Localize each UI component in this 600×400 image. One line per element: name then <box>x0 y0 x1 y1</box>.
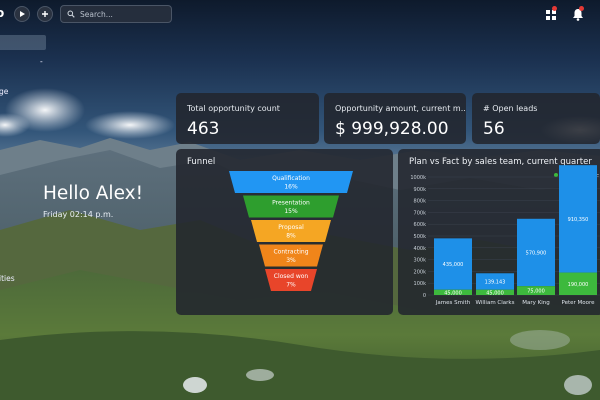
y-tick-label: 300k <box>414 258 427 264</box>
plus-icon <box>42 11 48 17</box>
funnel-stage-name: Closed won <box>274 273 309 280</box>
notifications-button[interactable] <box>570 6 586 22</box>
grid-icon <box>546 10 556 20</box>
search-icon <box>67 10 75 18</box>
y-tick-label: 0 <box>423 293 426 299</box>
sidebar-selected-item[interactable] <box>0 35 46 50</box>
app-logo[interactable]: o <box>0 6 5 20</box>
kpi-title: Opportunity amount, current m.. <box>335 104 466 113</box>
play-button[interactable] <box>14 6 30 22</box>
bar-group[interactable]: 139,143 45,000 <box>476 273 514 296</box>
bar-group[interactable]: 570,900 75,000 <box>517 218 555 295</box>
kpi-title: Total opportunity count <box>187 104 280 113</box>
bar-plan-label: 45,000 <box>486 290 504 296</box>
y-tick-label: 100k <box>414 281 427 287</box>
bar-fact-label: 910,350 <box>568 217 589 223</box>
kpi-value: 463 <box>187 119 220 139</box>
funnel-stage-percent: 16% <box>284 184 298 191</box>
funnel-stage[interactable]: Qualification 16% <box>229 171 353 193</box>
sidebar-item-partial-2[interactable]: ities <box>0 274 15 283</box>
funnel-stage-shape <box>243 195 339 218</box>
funnel-stage-percent: 15% <box>284 208 298 215</box>
y-tick-label: 1000k <box>410 175 426 181</box>
apps-badge <box>552 6 557 11</box>
add-button[interactable] <box>37 6 53 22</box>
funnel-stage-shape <box>251 220 331 242</box>
x-tick-label: James Smith <box>435 300 471 306</box>
kpi-card-opportunity-count[interactable]: Total opportunity count 463 <box>176 93 319 144</box>
y-tick-label: 900k <box>414 187 427 193</box>
funnel-stage-shape <box>259 244 323 267</box>
sidebar-item-partial-1[interactable]: ge <box>0 87 9 96</box>
y-tick-label: 400k <box>414 246 427 252</box>
bar-plan <box>434 289 472 295</box>
bar-group[interactable]: 435,000 45,000 <box>434 238 472 296</box>
funnel-stage-name: Presentation <box>272 200 310 207</box>
plan-vs-fact-chart: PlanFac0100k200k300k400k500k600k700k800k… <box>410 165 600 306</box>
funnel-stage-name: Contracting <box>273 249 308 256</box>
y-tick-label: 500k <box>414 234 427 240</box>
kpi-card-open-leads[interactable]: # Open leads 56 <box>472 93 600 144</box>
search-input[interactable]: Search... <box>80 9 113 19</box>
bar-fact <box>559 165 597 273</box>
funnel-stage-name: Proposal <box>278 224 304 231</box>
y-tick-label: 200k <box>414 269 427 275</box>
bar-fact <box>434 238 472 290</box>
notifications-badge <box>579 6 584 11</box>
funnel-stage-percent: 3% <box>286 257 296 264</box>
bar-plan-label: 190,000 <box>568 282 589 288</box>
funnel-stage-percent: 7% <box>286 282 296 289</box>
y-tick-label: 800k <box>414 199 427 205</box>
plan-vs-fact-panel[interactable]: Plan vs Fact by sales team, current quar… <box>398 149 600 315</box>
funnel-title: Funnel <box>187 157 216 167</box>
funnel-stage-shape <box>229 171 353 193</box>
x-tick-label: Peter Moore <box>561 300 595 306</box>
funnel-panel[interactable]: Funnel Qualification 16% Presentation 15% Pr… <box>176 149 393 315</box>
bar-fact-label: 435,000 <box>443 262 464 268</box>
kpi-value: $ 999,928.00 <box>335 119 449 139</box>
bar-plan <box>559 272 597 295</box>
kpi-value: 56 <box>483 119 505 139</box>
bar-plan-label: 45,000 <box>444 290 462 296</box>
play-icon <box>20 11 25 17</box>
funnel-stage-name: Qualification <box>272 175 310 182</box>
x-tick-label: William Clarks <box>476 300 515 306</box>
top-bar: o Search... <box>0 0 600 28</box>
bar-plan <box>517 286 555 295</box>
funnel-stage-shape <box>265 269 317 291</box>
greeting-text: Hello Alex! <box>43 183 143 204</box>
bar-fact <box>517 218 555 287</box>
search-box[interactable]: Search... <box>60 5 172 23</box>
greeting-datetime: Friday 02:14 p.m. <box>43 210 114 219</box>
bar-group[interactable]: 910,350 190,000 <box>559 165 597 295</box>
bar-fact-label: 570,900 <box>526 250 547 256</box>
y-tick-label: 600k <box>414 222 427 228</box>
funnel-stage[interactable]: Proposal 8% <box>251 220 331 242</box>
apps-button[interactable] <box>543 6 559 22</box>
bar-plan <box>476 289 514 295</box>
bar-fact-label: 139,143 <box>485 279 506 285</box>
y-tick-label: 700k <box>414 210 427 216</box>
x-tick-label: Mary King <box>522 300 550 306</box>
bar-fact <box>476 273 514 290</box>
kpi-card-opportunity-amount[interactable]: Opportunity amount, current m.. $ 999,92… <box>324 93 466 144</box>
bar-plan-label: 75,000 <box>527 289 545 295</box>
kpi-title: # Open leads <box>483 104 538 113</box>
plan-vs-fact-title: Plan vs Fact by sales team, current quar… <box>409 157 592 167</box>
bell-icon <box>573 9 583 21</box>
funnel-stage[interactable]: Closed won 7% <box>265 269 317 291</box>
funnel-stage-percent: 8% <box>286 233 296 240</box>
sidebar-item-dash[interactable]: - <box>40 57 43 66</box>
legend-swatch <box>554 173 558 177</box>
